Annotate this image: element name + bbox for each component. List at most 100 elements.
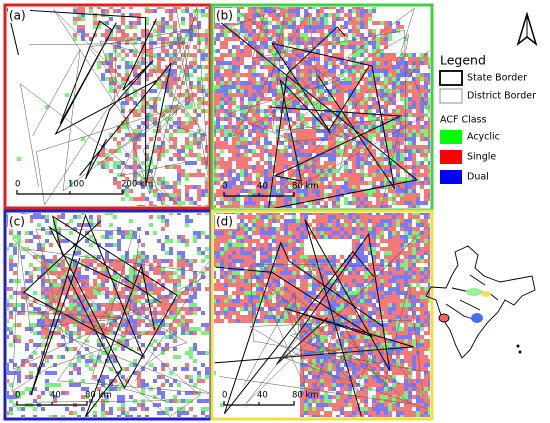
map-pixel <box>428 223 430 227</box>
map-pixel <box>388 173 392 177</box>
map-pixel <box>300 53 304 57</box>
map-pixel <box>376 105 380 109</box>
map-pixel <box>137 311 141 315</box>
map-pixel <box>169 45 173 49</box>
map-pixel <box>308 49 312 53</box>
map-pixel <box>77 327 81 331</box>
map-pixel <box>264 189 268 193</box>
map-pixel <box>177 189 181 193</box>
map-pixel <box>228 105 232 109</box>
map-pixel <box>264 193 268 197</box>
map-pixel <box>408 255 412 259</box>
map-pixel <box>165 53 169 57</box>
map-pixel <box>332 137 336 141</box>
map-pixel <box>332 169 336 173</box>
map-pixel <box>396 165 400 169</box>
map-pixel <box>336 105 340 109</box>
map-pixel <box>300 61 304 65</box>
map-pixel <box>53 363 57 367</box>
map-pixel <box>360 215 364 219</box>
map-pixel <box>316 49 320 53</box>
map-pixel <box>113 379 117 383</box>
map-pixel <box>125 37 129 41</box>
map-pixel <box>113 25 117 29</box>
map-pixel <box>224 259 228 263</box>
map-pixel <box>320 37 324 41</box>
map-pixel <box>428 275 430 279</box>
map-pixel <box>205 13 208 17</box>
map-pixel <box>360 193 364 197</box>
map-pixel <box>348 9 352 13</box>
map-pixel <box>352 117 356 121</box>
map-pixel <box>161 351 165 355</box>
map-pixel <box>228 29 232 33</box>
map-pixel <box>332 173 336 177</box>
map-pixel <box>308 77 312 81</box>
map-panel <box>7 213 209 417</box>
map-pixel <box>216 251 220 255</box>
map-pixel <box>9 343 13 347</box>
map-pixel <box>220 145 224 149</box>
map-pixel <box>364 189 368 193</box>
map-pixel <box>288 53 292 57</box>
map-pixel <box>121 291 125 295</box>
map-pixel <box>137 133 141 137</box>
map-pixel <box>248 173 252 177</box>
district-border <box>32 48 190 206</box>
map-pixel <box>189 219 193 223</box>
map-pixel <box>145 173 149 177</box>
map-pixel <box>165 219 169 223</box>
map-pixel <box>240 231 244 235</box>
map-pixel <box>153 193 157 197</box>
map-pixel <box>416 219 420 223</box>
map-pixel <box>169 33 173 37</box>
map-pixel <box>328 215 332 219</box>
map-pixel <box>214 275 216 279</box>
map-pixel <box>232 205 236 208</box>
map-pixel <box>404 255 408 259</box>
map-pixel <box>348 41 352 45</box>
map-pixel <box>169 311 173 315</box>
map-pixel <box>177 57 181 61</box>
map-pixel <box>7 287 9 291</box>
map-pixel <box>252 231 256 235</box>
map-pixel <box>105 231 109 235</box>
map-pixel <box>240 61 244 65</box>
map-pixel <box>256 165 260 169</box>
map-pixel <box>49 415 53 417</box>
map-pixel <box>185 193 189 197</box>
map-pixel <box>189 319 193 323</box>
map-pixel <box>165 307 169 311</box>
map-pixel <box>93 279 97 283</box>
map-pixel <box>177 85 181 89</box>
map-pixel <box>61 291 65 295</box>
map-pixel <box>93 21 97 25</box>
map-pixel <box>276 41 280 45</box>
map-pixel <box>129 65 133 69</box>
map-pixel <box>149 105 153 109</box>
map-pixel <box>276 101 280 105</box>
map-pixel <box>360 255 364 259</box>
map-pixel <box>332 145 336 149</box>
map-pixel <box>240 251 244 255</box>
map-pixel <box>384 279 388 283</box>
map-pixel <box>220 255 224 259</box>
map-pixel <box>392 109 396 113</box>
map-pixel <box>193 25 197 29</box>
map-pixel <box>332 219 336 223</box>
map-pixel <box>252 271 256 275</box>
map-pixel <box>412 125 416 129</box>
map-pixel <box>61 279 65 283</box>
map-pixel <box>244 21 248 25</box>
map-pixel <box>77 17 81 21</box>
map-pixel <box>228 239 232 243</box>
map-pixel <box>169 239 173 243</box>
map-pixel <box>304 181 308 185</box>
map-pixel <box>45 295 49 299</box>
map-pixel <box>53 255 57 259</box>
map-pixel <box>388 137 392 141</box>
map-pixel <box>356 213 360 215</box>
map-pixel <box>214 113 216 117</box>
map-pixel <box>165 251 169 255</box>
map-pixel <box>288 287 292 291</box>
